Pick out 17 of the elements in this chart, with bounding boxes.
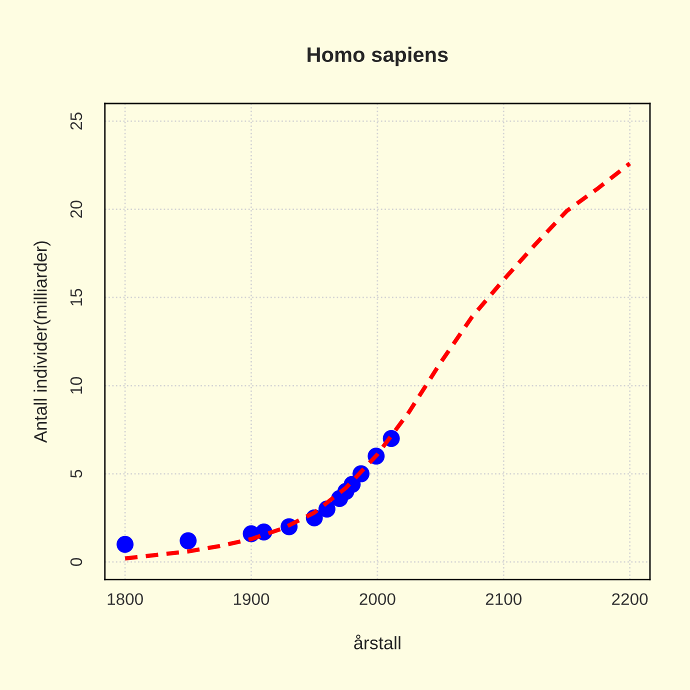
x-tick-label: 1800: [108, 593, 143, 606]
y-tick-label: 5: [70, 470, 82, 478]
line-series: [122, 161, 632, 561]
y-tick-label: 20: [70, 200, 82, 218]
x-tick-label: 1900: [234, 593, 270, 606]
x-tick-label: 2200: [612, 593, 648, 606]
y-tick-label: 0: [70, 558, 82, 566]
y-axis-title: Antall individer(milliarder): [34, 241, 50, 443]
chart-title: Homo sapiens: [308, 46, 448, 66]
x-axis-title: årstall: [354, 634, 400, 650]
x-tick-label: 2000: [360, 593, 396, 606]
point: [116, 536, 134, 553]
point: [180, 532, 197, 550]
y-tick-label: 25: [70, 112, 82, 130]
y-tick-label: 10: [70, 377, 82, 394]
y-tick-label: 15: [70, 288, 82, 306]
x-tick-label: 2100: [486, 593, 522, 606]
